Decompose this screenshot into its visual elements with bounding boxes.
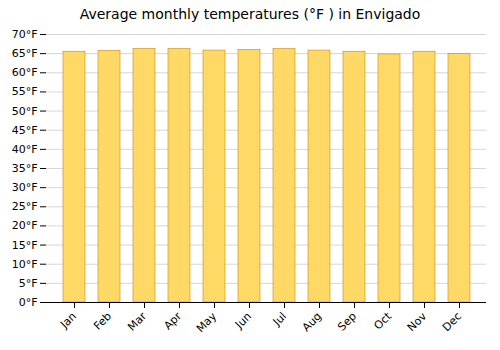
- svg-text:Nov: Nov: [405, 309, 430, 334]
- svg-text:20°F: 20°F: [12, 219, 38, 232]
- svg-text:Feb: Feb: [91, 310, 114, 333]
- svg-text:Mar: Mar: [125, 309, 149, 333]
- svg-text:Aug: Aug: [300, 310, 324, 334]
- svg-text:Sep: Sep: [335, 310, 359, 334]
- svg-text:Apr: Apr: [161, 309, 184, 332]
- svg-text:Oct: Oct: [371, 309, 394, 332]
- svg-text:70°F: 70°F: [12, 28, 38, 41]
- svg-text:55°F: 55°F: [12, 85, 38, 98]
- html-text:Average monthly temperatures (: Average monthly temperatures (°F ) in En…: [79, 6, 421, 22]
- svg-text:15°F: 15°F: [12, 239, 38, 252]
- svg-text:Dec: Dec: [440, 310, 464, 334]
- svg-text:50°F: 50°F: [12, 105, 38, 118]
- svg-text:60°F: 60°F: [12, 66, 38, 79]
- svg-text:Jan: Jan: [57, 310, 79, 332]
- svg-text:25°F: 25°F: [12, 200, 38, 213]
- svg-text:5°F: 5°F: [19, 277, 38, 290]
- svg-text:May: May: [194, 309, 220, 335]
- svg-text:35°F: 35°F: [12, 162, 38, 175]
- svg-text:Jul: Jul: [270, 310, 289, 329]
- svg-text:0°F: 0°F: [19, 296, 38, 309]
- svg-text:10°F: 10°F: [12, 258, 38, 271]
- svg-text:30°F: 30°F: [12, 181, 38, 194]
- svg-text:45°F: 45°F: [12, 124, 38, 137]
- svg-text:Jun: Jun: [232, 310, 254, 332]
- svg-text:40°F: 40°F: [12, 143, 38, 156]
- svg-text:65°F: 65°F: [12, 47, 38, 60]
